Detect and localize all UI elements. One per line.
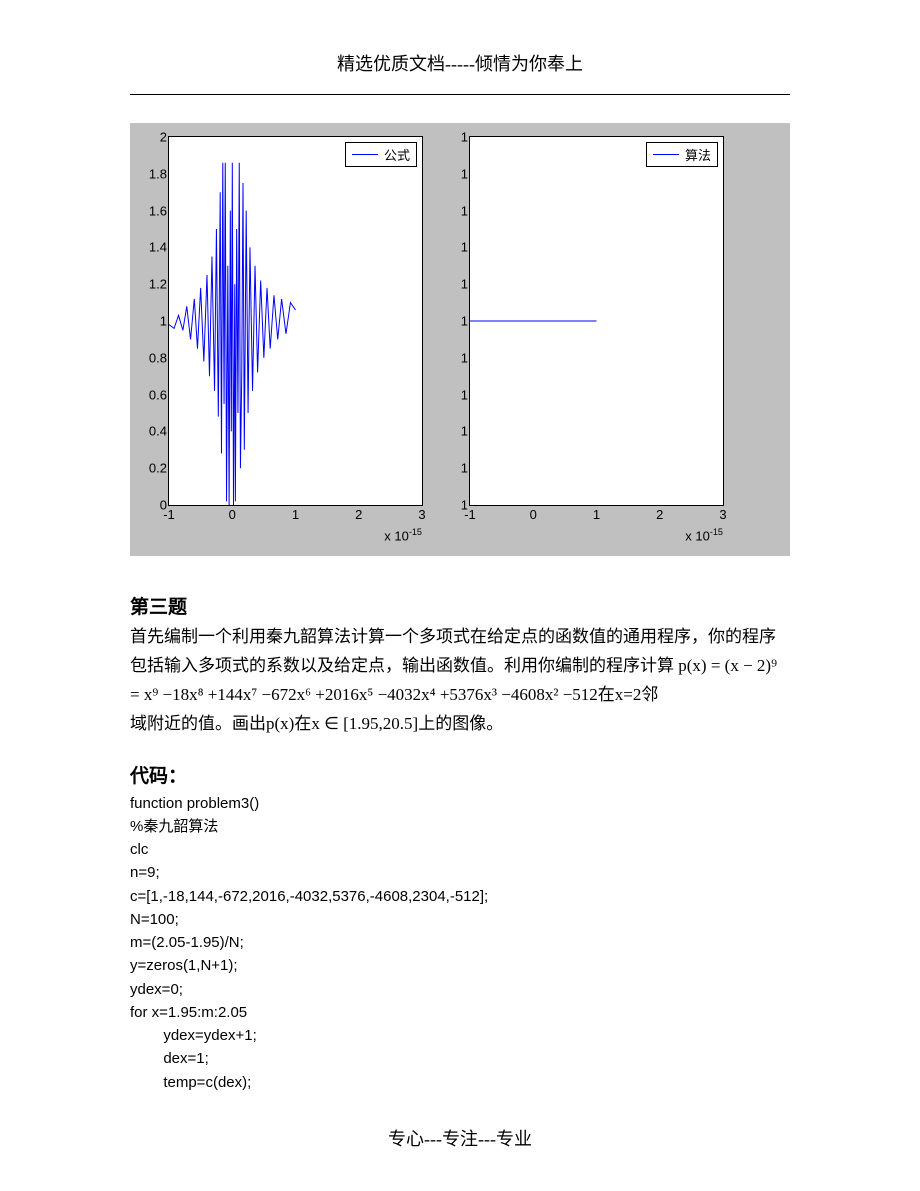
chart-right: 算法 11111111111 -10123 x 10-15 xyxy=(469,136,724,506)
question-3-paragraph: 首先编制一个利用秦九韶算法计算一个多项式在给定点的函数值的通用程序，你的程序包括… xyxy=(130,623,790,739)
left-panel-wrap: 公式 00.20.40.60.811.21.41.61.82 -10123 x … xyxy=(138,131,429,506)
figure-container: 公式 00.20.40.60.811.21.41.61.82 -10123 x … xyxy=(130,123,790,556)
x-exp-sup: -15 xyxy=(710,527,723,537)
x-exponent-left: x 10-15 xyxy=(384,527,422,543)
q3-formula-tail: 在x=2邻 xyxy=(598,685,659,704)
x-exp-sup: -15 xyxy=(409,527,422,537)
plot-right-svg xyxy=(470,137,723,505)
code-block: function problem3() %秦九韶算法 clc n=9; c=[1… xyxy=(130,792,790,1094)
subplot-row: 公式 00.20.40.60.811.21.41.61.82 -10123 x … xyxy=(138,131,782,548)
q3-para2: 域附近的值。画出p(x)在x ∈ [1.95,20.5]上的图像。 xyxy=(130,714,503,733)
y-axis-ticks-right: 11111111111 xyxy=(442,137,468,505)
code-title: 代码： xyxy=(130,761,790,788)
x-exp-base: x 10 xyxy=(685,528,710,543)
chart-left: 公式 00.20.40.60.811.21.41.61.82 -10123 x … xyxy=(168,136,423,506)
page-footer: 专心---专注---专业 xyxy=(0,1125,920,1151)
right-panel-wrap: 算法 11111111111 -10123 x 10-15 xyxy=(439,131,730,506)
x-axis-ticks-right: -10123 xyxy=(470,507,723,523)
plot-left-svg xyxy=(169,137,422,505)
page-header: 精选优质文档-----倾情为你奉上 xyxy=(130,50,790,95)
x-axis-ticks-left: -10123 xyxy=(169,507,422,523)
page: 精选优质文档-----倾情为你奉上 公式 00.20.40.60.811.21.… xyxy=(0,0,920,1191)
question-3-title: 第三题 xyxy=(130,592,790,619)
y-axis-ticks-left: 00.20.40.60.811.21.41.61.82 xyxy=(141,137,167,505)
x-exp-base: x 10 xyxy=(384,528,409,543)
x-exponent-right: x 10-15 xyxy=(685,527,723,543)
